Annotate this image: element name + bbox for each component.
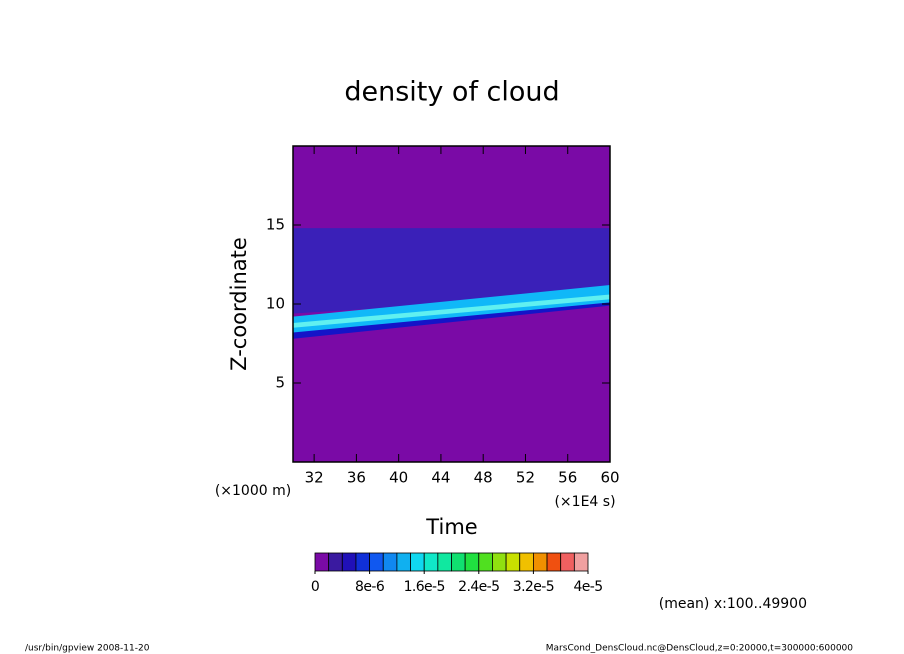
footer-right: MarsCond_DensCloud.nc@DensCloud,z=0:2000… — [546, 644, 853, 654]
x-tick-label: 44 — [431, 469, 450, 487]
x-tick-label: 56 — [558, 469, 577, 487]
colorbar-box — [546, 552, 562, 572]
colorbar-box — [423, 552, 439, 572]
colorbar-box — [451, 552, 466, 572]
colorbar-tick-label: 0 — [311, 579, 319, 595]
x-tick-label: 40 — [389, 469, 408, 487]
chart-title: density of cloud — [344, 77, 559, 108]
mean-note: (mean) x:100..49900 — [659, 596, 807, 612]
x-unit: (×1E4 s) — [554, 494, 615, 510]
colorbar-box — [437, 552, 452, 572]
colorbar-box — [314, 552, 330, 572]
y-tick-label: 10 — [266, 295, 285, 313]
colorbar-box — [355, 552, 371, 572]
colorbar-box — [382, 552, 398, 572]
footer-left: /usr/bin/gpview 2008-11-20 — [25, 644, 150, 654]
colorbar-box — [369, 552, 384, 572]
x-tick-label: 60 — [600, 469, 619, 487]
x-tick-label: 32 — [305, 469, 324, 487]
colorbar-box — [492, 552, 507, 572]
colorbar-box — [410, 552, 425, 572]
colorbar-box — [533, 552, 548, 572]
cloud-band — [293, 294, 610, 328]
x-tick-label: 48 — [474, 469, 493, 487]
colorbar-box — [396, 552, 411, 572]
colorbar-tick-label: 4e-5 — [573, 579, 602, 595]
colorbar-box — [341, 552, 357, 572]
colorbar-tick-label: 1.6e-5 — [404, 579, 445, 595]
y-tick-label: 5 — [275, 374, 285, 392]
colorbar-box — [573, 552, 589, 572]
colorbar-box — [519, 552, 534, 572]
colorbar-tick-label: 8e-6 — [355, 579, 385, 595]
colorbar-tick-label: 3.2e-5 — [513, 579, 554, 595]
colorbar-box — [560, 552, 575, 572]
colorbar-tick-label: 2.4e-5 — [458, 579, 499, 595]
y-tick-label: 15 — [266, 216, 285, 234]
y-unit: (×1000 m) — [215, 483, 291, 499]
colorbar-box — [478, 552, 493, 572]
y-axis-label: Z-coordinate — [227, 237, 251, 371]
cloud-band — [293, 228, 610, 314]
x-tick-label: 52 — [516, 469, 535, 487]
colorbar-box — [328, 552, 343, 572]
x-tick-label: 36 — [347, 469, 366, 487]
colorbar-box — [505, 552, 521, 572]
x-axis-label: Time — [425, 515, 477, 539]
colorbar-box — [464, 552, 480, 572]
